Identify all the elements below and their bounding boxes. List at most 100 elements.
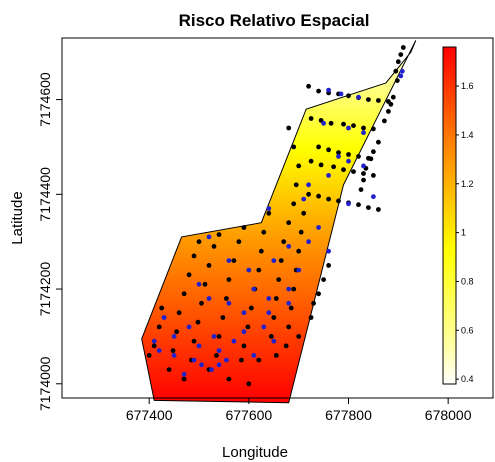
point-s1-23: [266, 296, 272, 301]
point-s1-8: [336, 154, 341, 159]
point-s1-13: [371, 194, 376, 200]
point-s0-101: [176, 310, 182, 316]
y-tick-label: 7174600: [37, 72, 53, 127]
point-s0-114: [226, 376, 232, 382]
point-s1-24: [286, 300, 292, 306]
point-s0-102: [174, 329, 180, 335]
point-s0-68: [291, 286, 297, 292]
point-s0-52: [286, 125, 292, 131]
point-s1-48: [261, 324, 267, 330]
point-s0-58: [281, 239, 287, 245]
point-s1-43: [224, 357, 229, 363]
point-s0-94: [195, 319, 201, 325]
point-s0-1: [398, 52, 404, 57]
point-s0-111: [316, 291, 321, 297]
point-s0-99: [186, 272, 192, 278]
point-s0-103: [170, 348, 176, 353]
point-s0-62: [271, 315, 277, 320]
y-tick-label: 7174000: [37, 356, 53, 411]
point-s1-53: [306, 182, 311, 188]
point-s1-19: [226, 258, 232, 263]
point-s0-19: [346, 93, 351, 99]
point-s1-46: [216, 348, 222, 353]
legend-tick-label: 1.6: [461, 81, 474, 91]
point-s0-8: [382, 118, 387, 124]
point-s1-6: [346, 125, 351, 131]
point-s1-30: [171, 334, 177, 339]
risk-surface-region: [141, 40, 417, 404]
y-axis-label: Latitude: [9, 191, 26, 244]
legend-tick-label: 0.6: [461, 325, 474, 335]
point-s0-119: [296, 334, 302, 339]
point-s0-92: [202, 281, 208, 287]
y-axis: 7174000 7174200 7174400 7174600: [37, 72, 62, 411]
point-s0-84: [226, 277, 232, 282]
point-s0-64: [301, 210, 307, 216]
x-tick-label: 677400: [126, 407, 173, 423]
point-s0-112: [311, 300, 316, 306]
point-s0-51: [376, 207, 381, 212]
point-s1-2: [326, 87, 331, 93]
point-s0-46: [326, 196, 331, 202]
point-s0-44: [306, 191, 311, 197]
point-s0-55: [293, 182, 299, 188]
point-s0-104: [166, 367, 172, 372]
point-s0-16: [316, 88, 321, 94]
point-s0-108: [146, 353, 152, 358]
point-s0-15: [306, 83, 311, 89]
point-s0-23: [386, 99, 391, 104]
point-s1-39: [191, 357, 197, 363]
point-s0-65: [298, 229, 304, 235]
legend-tick-label: 1.4: [461, 130, 474, 140]
point-s0-4: [394, 78, 400, 83]
legend-tick-label: 0.4: [461, 374, 474, 384]
point-s1-22: [251, 286, 257, 292]
point-s0-72: [266, 210, 272, 216]
point-s0-33: [336, 150, 341, 156]
point-s0-9: [376, 139, 381, 145]
plot-area: [61, 37, 494, 404]
point-s1-40: [199, 362, 204, 368]
event-points: [146, 45, 406, 387]
point-s1-4: [356, 94, 361, 100]
point-s0-109: [326, 263, 331, 268]
point-s1-11: [301, 196, 307, 202]
point-s1-44: [181, 371, 187, 377]
point-s0-80: [239, 357, 244, 363]
point-s1-49: [286, 286, 292, 292]
point-s0-75: [256, 267, 262, 273]
point-s0-78: [245, 324, 251, 330]
point-s0-49: [356, 202, 361, 208]
point-s1-10: [326, 173, 331, 178]
point-s0-24: [308, 116, 314, 121]
legend-tick-label: 1: [461, 228, 466, 238]
point-s1-9: [361, 163, 366, 169]
point-s0-95: [191, 338, 197, 344]
point-s0-53: [291, 144, 297, 150]
point-s0-110: [321, 277, 326, 282]
point-s1-1: [399, 68, 405, 74]
point-s1-25: [196, 281, 202, 287]
point-s1-38: [171, 353, 177, 358]
point-s0-63: [268, 334, 274, 339]
point-s0-34: [346, 152, 351, 157]
point-s1-45: [196, 343, 202, 349]
point-s0-39: [331, 164, 336, 170]
x-tick-label: 677800: [325, 407, 372, 423]
point-s1-34: [251, 353, 257, 358]
x-tick-label: 678000: [425, 407, 472, 423]
point-s0-74: [258, 248, 264, 254]
point-s0-82: [236, 239, 242, 245]
point-s1-21: [271, 258, 277, 263]
point-s1-50: [296, 267, 302, 273]
point-s0-61: [273, 296, 279, 301]
point-s0-45: [316, 193, 321, 199]
point-s0-117: [256, 357, 262, 363]
point-s0-57: [286, 220, 292, 226]
point-s1-5: [321, 120, 326, 126]
point-s0-50: [366, 205, 371, 211]
point-s1-14: [266, 206, 272, 211]
point-s0-2: [395, 59, 401, 65]
point-s0-26: [328, 120, 334, 126]
